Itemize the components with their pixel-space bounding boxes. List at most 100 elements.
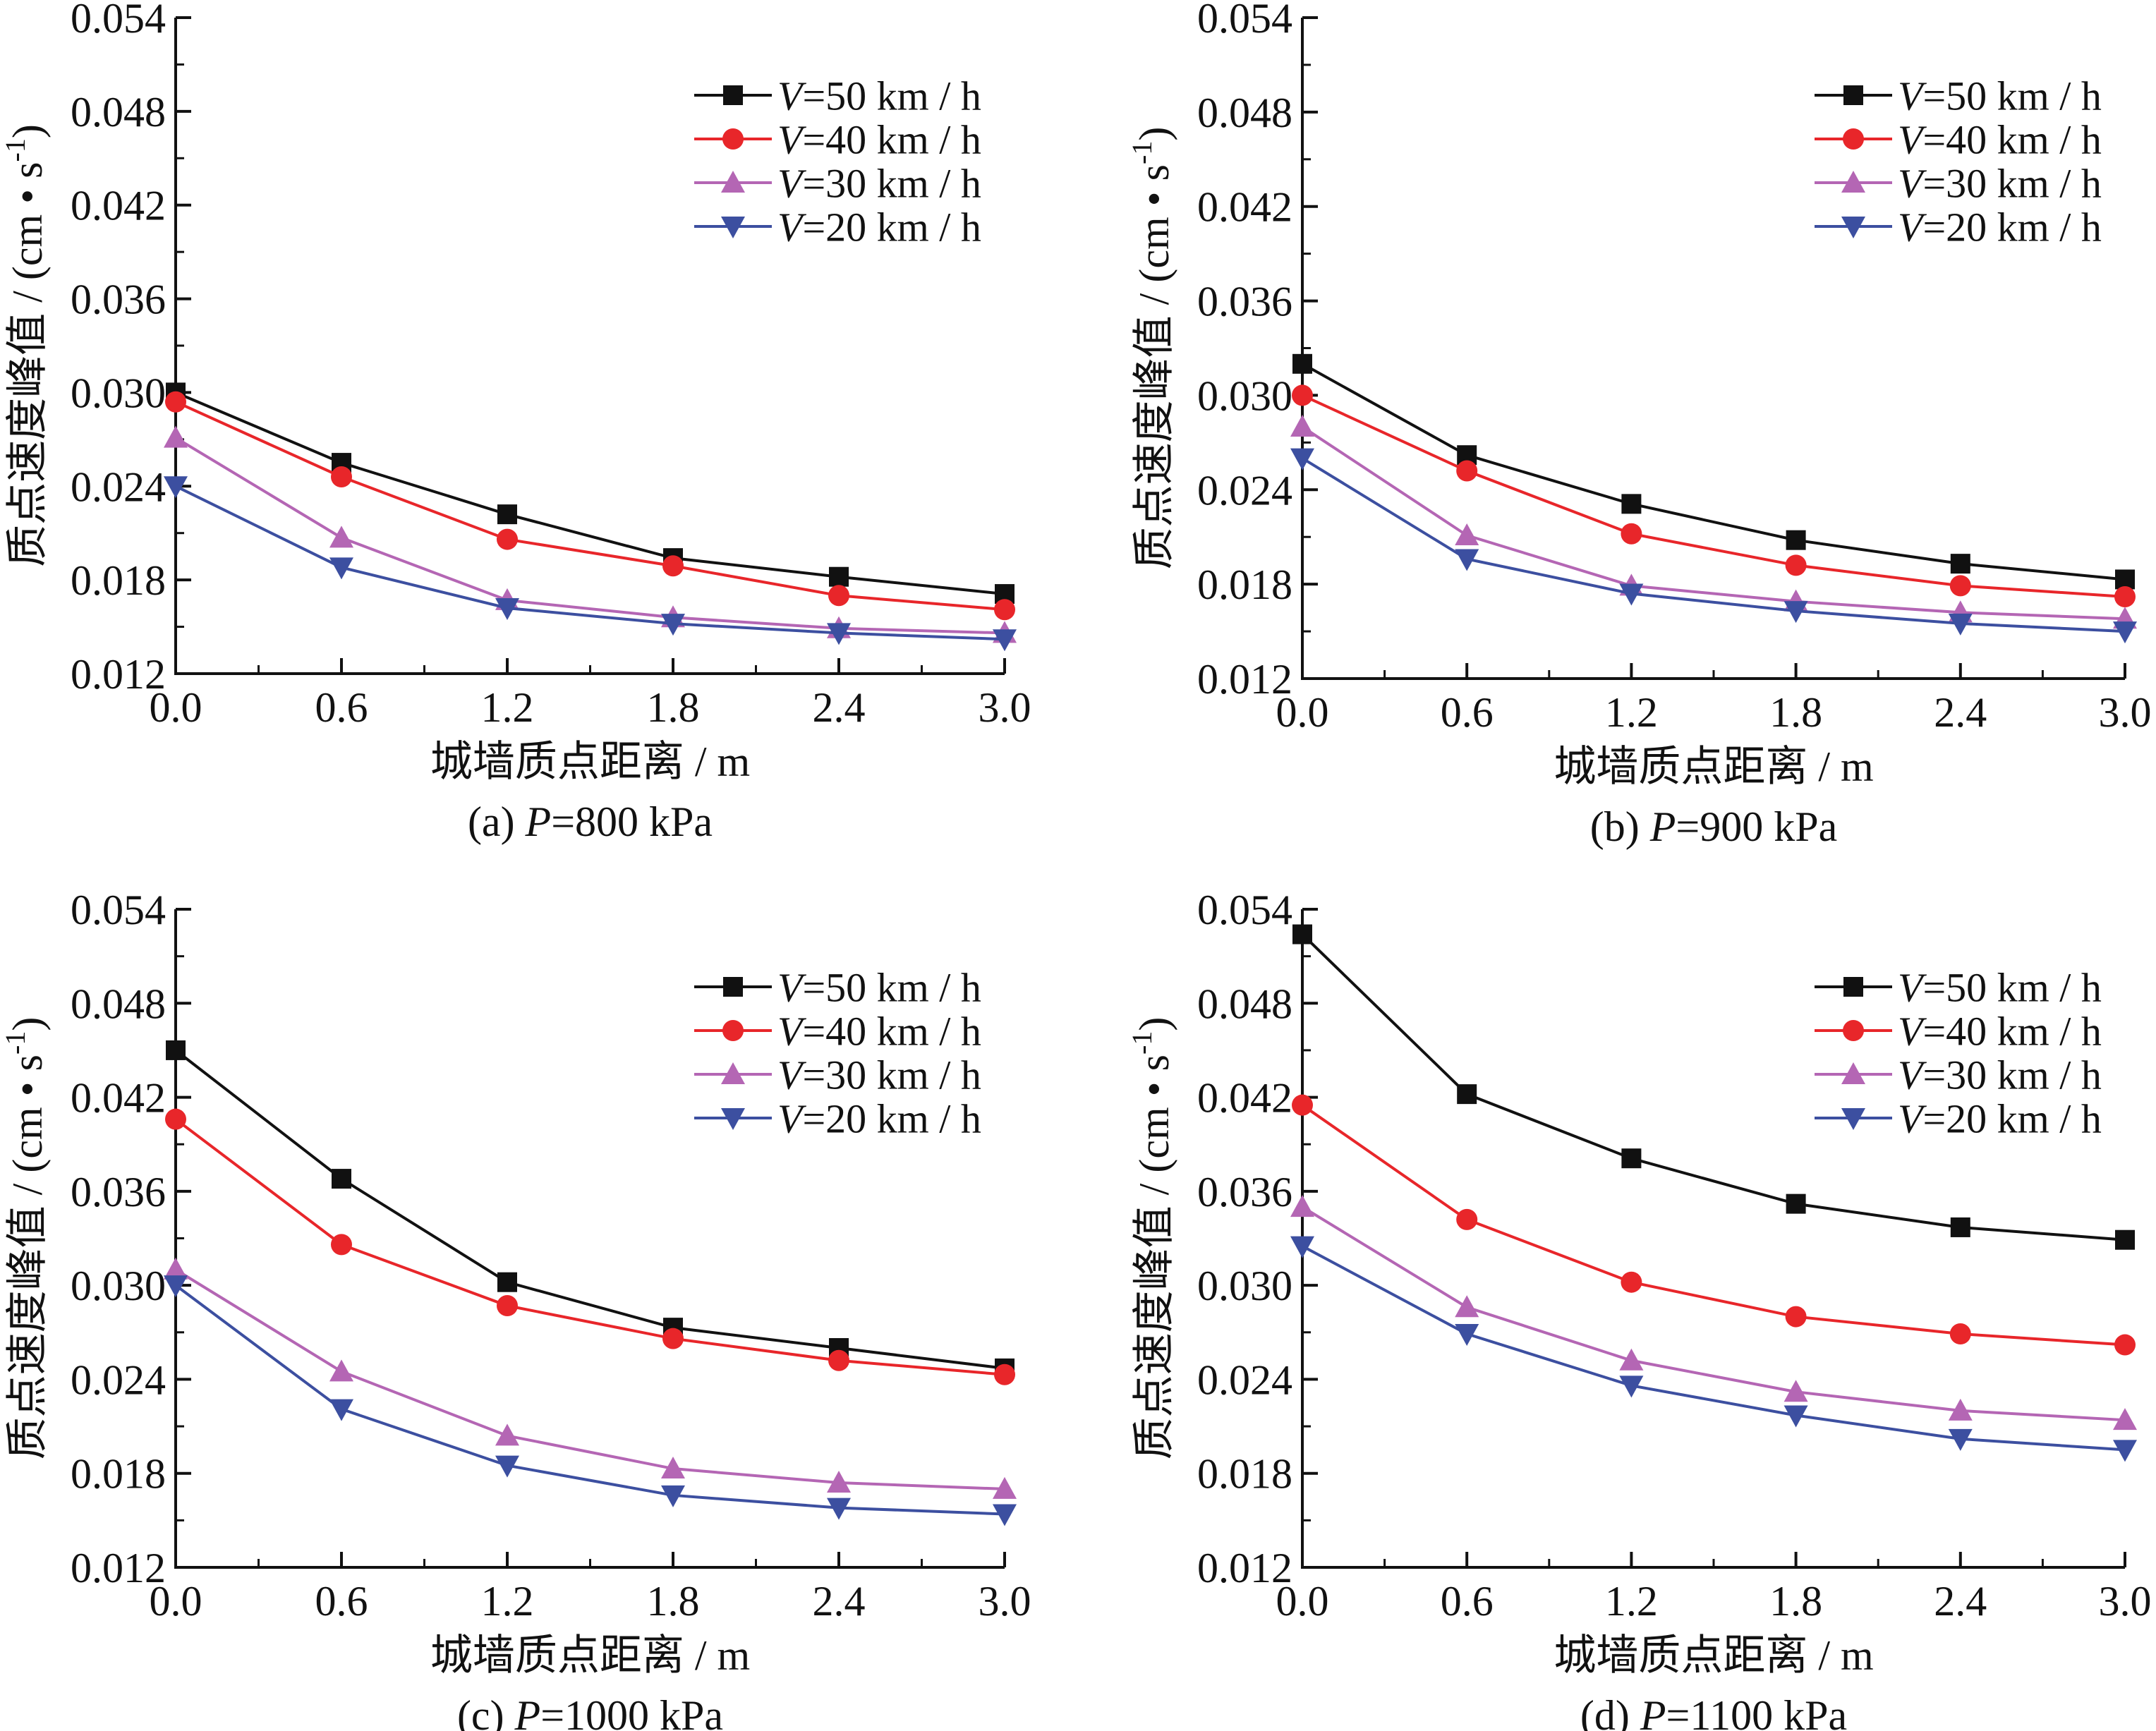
y-tick-label: 0.024 [71, 1356, 166, 1403]
x-tick-label: 1.8 [1769, 689, 1822, 736]
legend-item: V=40 km / h [694, 1008, 981, 1054]
x-tick-label: 2.4 [1934, 1578, 1987, 1624]
series-line [174, 1284, 1005, 1516]
series-line [1302, 394, 2126, 598]
data-point [1292, 924, 1312, 945]
data-point [1290, 1236, 1314, 1258]
data-point [2113, 1408, 2137, 1431]
x-axis-label: 城墙质点距离 / m [1554, 743, 1873, 790]
legend-value: =50 km / h [802, 73, 981, 119]
data-point [829, 566, 849, 587]
caption-prefix: (a) [468, 798, 526, 845]
y-axis-label-superscript: -1 [0, 138, 31, 162]
data-point [1456, 460, 1478, 482]
legend-marker [721, 1062, 745, 1084]
data-point [1455, 523, 1479, 545]
legend-item: V=20 km / h [694, 1095, 981, 1141]
series-triangle-up [164, 425, 1017, 643]
series-line [1302, 363, 2126, 581]
panel-caption: (b) P=900 kPa [1590, 803, 1837, 850]
legend-value: =50 km / h [802, 964, 981, 1010]
y-tick-label: 0.030 [71, 1263, 166, 1309]
data-point [827, 623, 851, 645]
legend-label: V=30 km / h [777, 1052, 981, 1098]
series-line [174, 1268, 1005, 1490]
series-line [1301, 1104, 2126, 1347]
x-tick-label: 0.6 [315, 1578, 368, 1624]
data-point [1455, 1295, 1479, 1318]
data-point [497, 528, 518, 550]
legend-variable: V [777, 116, 807, 162]
series-square [1292, 924, 2135, 1250]
data-point [332, 1169, 351, 1189]
legend: V=50 km / hV=40 km / hV=30 km / hV=20 km… [694, 73, 981, 250]
data-point [329, 1399, 353, 1421]
y-tick-label: 0.030 [71, 370, 166, 416]
y-axis-label: 质点速度峰值 / (cm • s-1) [0, 124, 51, 567]
data-point [329, 1359, 353, 1382]
legend-marker [1841, 217, 1865, 238]
data-point [164, 425, 188, 448]
legend-value: =20 km / h [802, 1095, 981, 1141]
legend-item: V=30 km / h [694, 160, 981, 206]
data-point [994, 1363, 1015, 1385]
caption-variable: P [525, 798, 552, 845]
legend-label: V=30 km / h [1898, 1052, 2102, 1098]
legend-label: V=20 km / h [777, 1095, 981, 1141]
chart-panel-d: 0.012 0.018 0.024 0.030 0.036 0.042 0.048 0.054… [1126, 887, 2152, 1731]
data-point [165, 1108, 186, 1130]
data-point [1948, 1428, 1973, 1451]
data-point [1950, 554, 1970, 574]
x-tick-label: 1.8 [647, 684, 700, 731]
legend-label: V=20 km / h [1898, 1095, 2102, 1141]
y-axis-label-superscript: -1 [1126, 141, 1158, 164]
data-point [497, 1272, 517, 1292]
series-line [1302, 1244, 2126, 1452]
series-line [1301, 456, 2126, 633]
legend-label: V=40 km / h [777, 116, 981, 162]
x-tick-label: 0.0 [150, 684, 202, 731]
data-point [1948, 1398, 1973, 1421]
y-axis-label-superscript: -1 [1126, 1031, 1158, 1055]
legend-marker [722, 128, 744, 150]
data-point [661, 1485, 685, 1507]
y-tick-label: 0.024 [1197, 1356, 1292, 1403]
x-tick-label: 0.0 [1276, 1578, 1329, 1624]
series-circle [1292, 384, 2136, 607]
y-tick-label: 0.024 [1197, 467, 1292, 514]
x-tick-label: 1.8 [1769, 1578, 1822, 1624]
data-point [1619, 1348, 1644, 1371]
data-point [662, 555, 684, 577]
series-line [1301, 933, 2126, 1241]
y-axis-label-superscript: -1 [0, 1031, 31, 1055]
series-triangle-down [164, 476, 1017, 652]
legend-marker [723, 977, 743, 997]
y-tick-label: 0.018 [1197, 561, 1292, 608]
legend-marker [721, 217, 745, 238]
legend-value: =20 km / h [1922, 204, 2101, 250]
legend-variable: V [1898, 1052, 1927, 1098]
legend-item: V=40 km / h [1815, 1008, 2102, 1054]
legend-item: V=20 km / h [1815, 204, 2102, 250]
y-axis-label-main: 质点速度峰值 / (cm • s [1131, 164, 1177, 569]
y-tick-label: 0.054 [71, 0, 166, 42]
y-tick-label: 0.012 [1197, 656, 1292, 703]
x-tick-label: 0.6 [1441, 1578, 1494, 1624]
x-tick-label: 2.4 [813, 1578, 866, 1624]
legend-label: V=20 km / h [1898, 204, 2102, 250]
data-point [994, 599, 1015, 621]
data-point [164, 476, 188, 499]
x-tick-label: 3.0 [979, 684, 1031, 731]
data-point [329, 557, 353, 580]
legend-item: V=20 km / h [694, 204, 981, 250]
caption-prefix: (d) [1580, 1692, 1640, 1731]
y-tick-label: 0.030 [1197, 1263, 1292, 1309]
legend-item: V=30 km / h [1815, 160, 2102, 206]
x-tick-label: 2.4 [813, 684, 866, 731]
legend-label: V=30 km / h [777, 160, 981, 206]
data-point [2113, 621, 2137, 644]
panel-caption: (a) P=800 kPa [468, 798, 713, 845]
caption-variable: P [1649, 803, 1676, 850]
panel-caption: (c) P=1000 kPa [457, 1692, 723, 1731]
